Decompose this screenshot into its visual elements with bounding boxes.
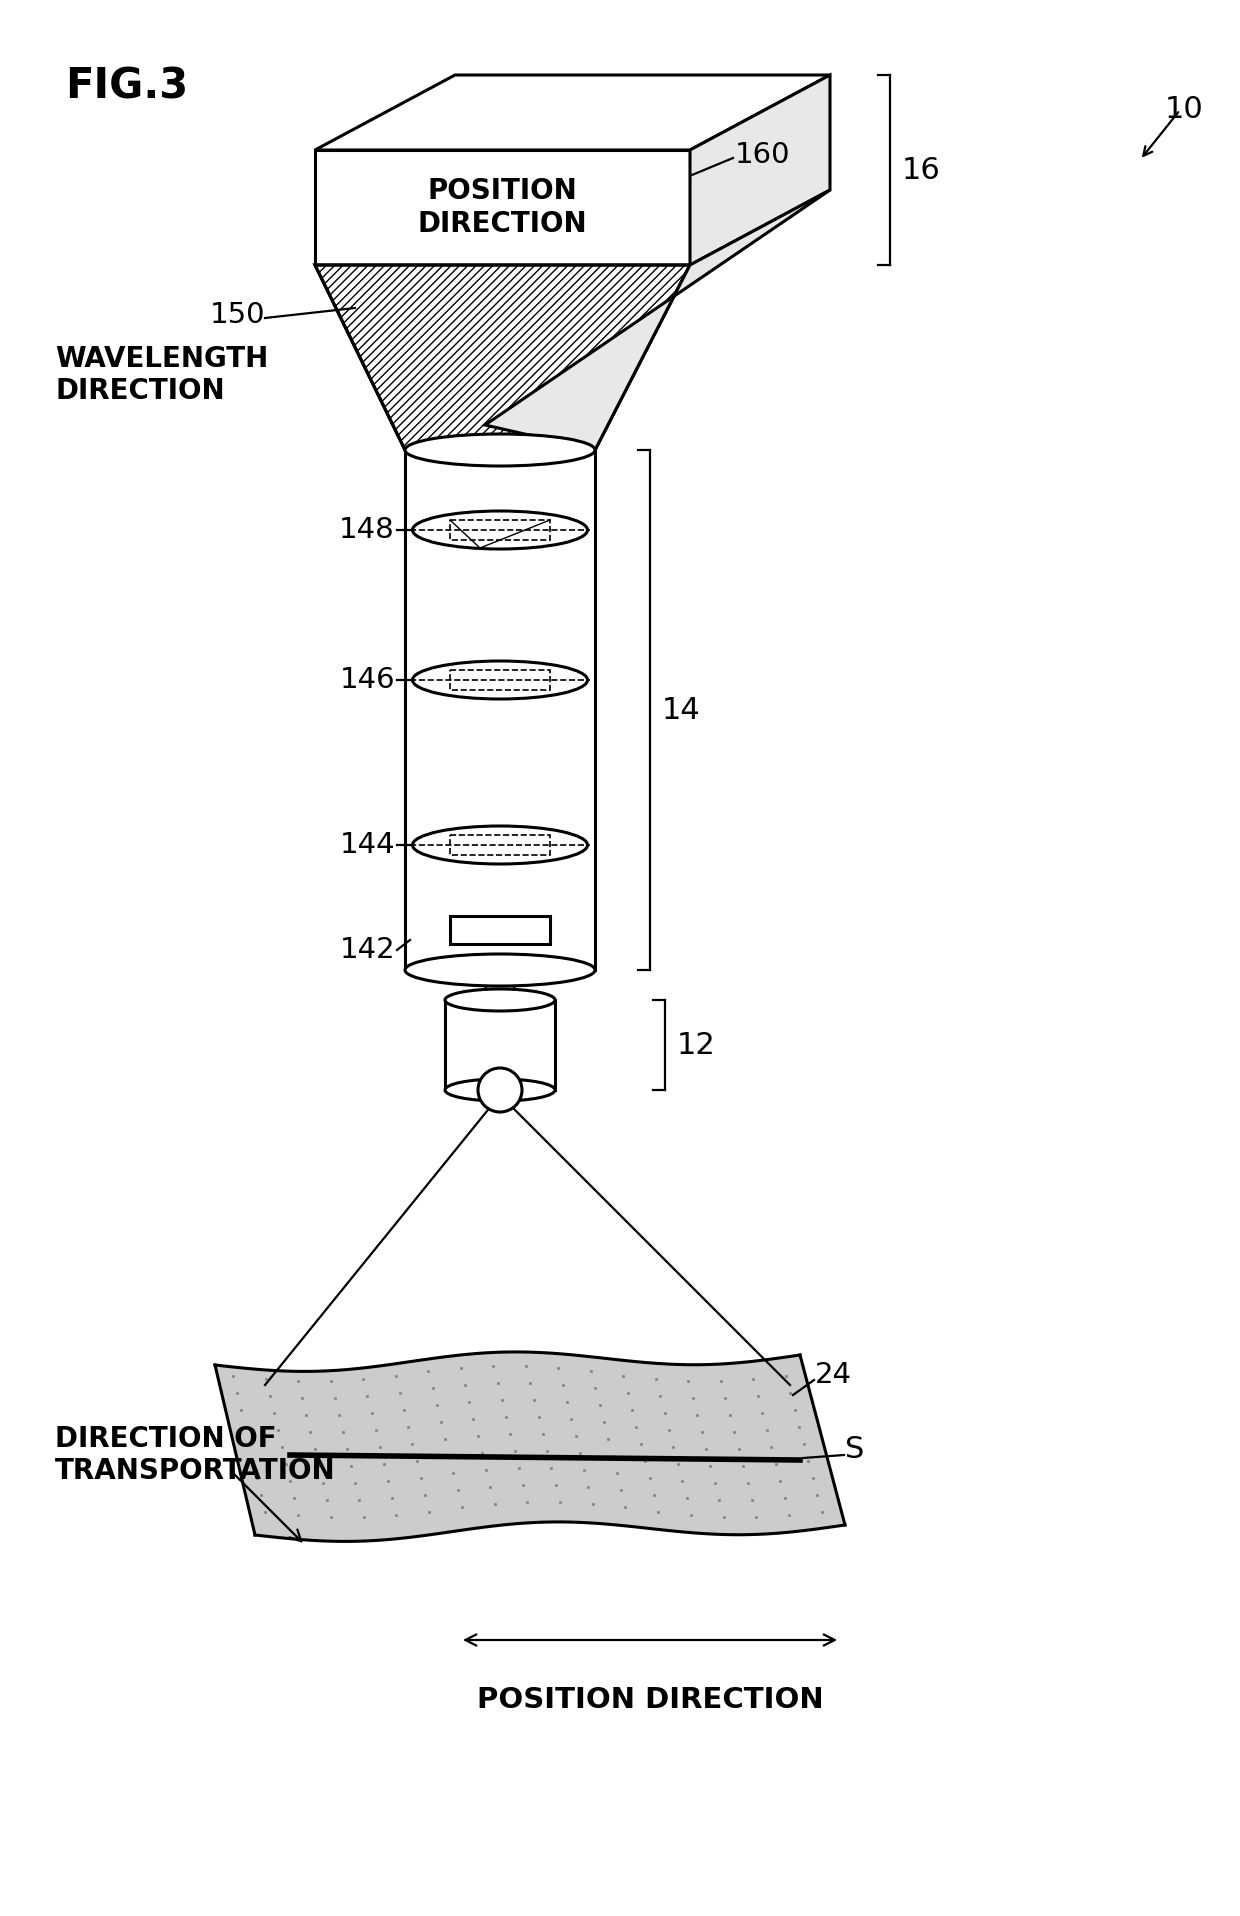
Ellipse shape [405,435,595,466]
Text: 144: 144 [340,832,396,858]
Bar [445,1000,556,1090]
Bar [450,916,551,945]
Text: 146: 146 [340,667,396,694]
Text: WAVELENGTH
DIRECTION: WAVELENGTH DIRECTION [55,345,268,404]
Ellipse shape [405,954,595,987]
Ellipse shape [445,989,556,1012]
Text: 150: 150 [210,301,265,330]
Ellipse shape [413,512,588,550]
Text: 160: 160 [735,142,791,169]
Text: 142: 142 [340,937,396,964]
Text: 14: 14 [662,696,701,724]
Text: 12: 12 [677,1031,715,1060]
Text: 10: 10 [1166,96,1204,125]
Text: 16: 16 [901,155,941,184]
Ellipse shape [445,1079,556,1102]
Text: FIG.3: FIG.3 [64,65,188,107]
Polygon shape [315,264,689,450]
Circle shape [477,1067,522,1111]
Text: S: S [844,1435,864,1464]
Text: POSITION
DIRECTION: POSITION DIRECTION [418,178,588,238]
Text: DIRECTION OF
TRANSPORTATION: DIRECTION OF TRANSPORTATION [55,1426,336,1485]
Polygon shape [215,1353,844,1540]
Text: 24: 24 [815,1360,852,1389]
Ellipse shape [413,826,588,864]
Polygon shape [315,149,689,264]
Bar [405,450,595,969]
Polygon shape [689,75,830,264]
Polygon shape [315,75,830,149]
Polygon shape [485,190,830,450]
Text: 148: 148 [340,515,396,544]
Text: POSITION DIRECTION: POSITION DIRECTION [476,1686,823,1715]
Ellipse shape [413,661,588,699]
